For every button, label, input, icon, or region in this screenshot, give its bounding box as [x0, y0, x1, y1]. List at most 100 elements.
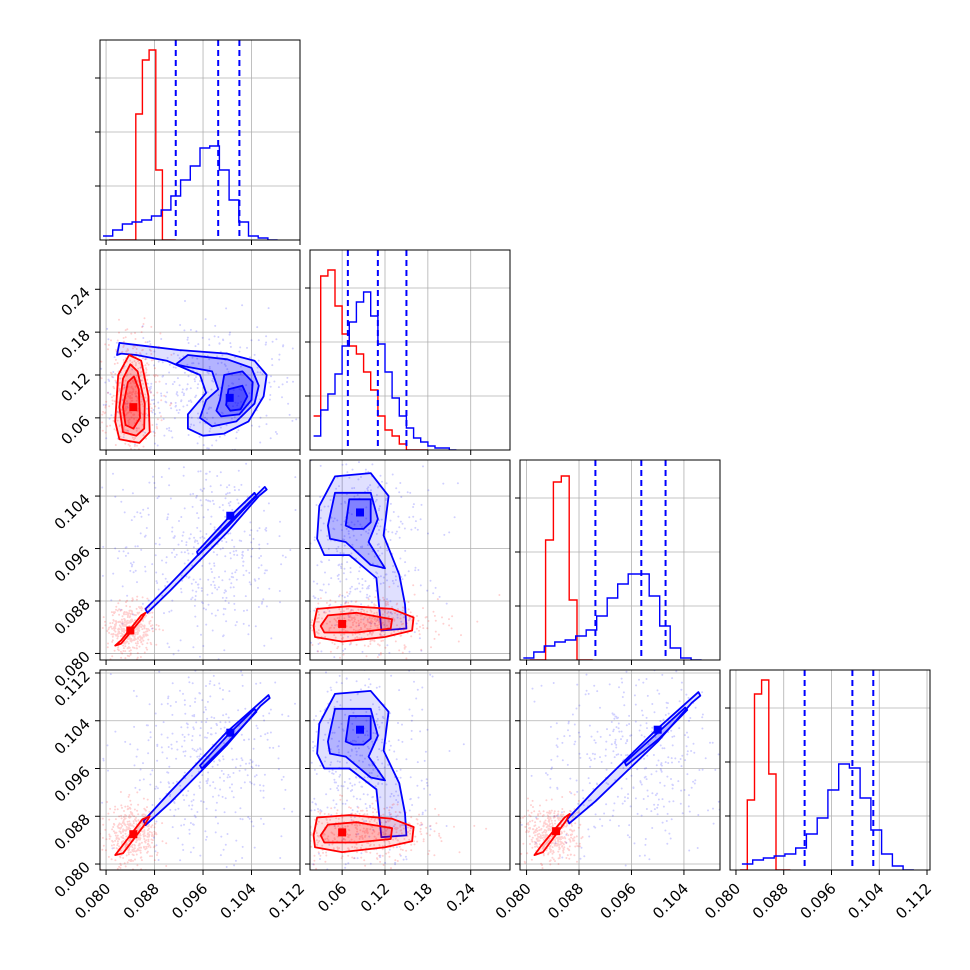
panel-p0-p2-red-point	[112, 619, 115, 621]
panel-p2-p3-blue-point	[634, 797, 637, 800]
panel-p0-p1-blue-point	[268, 398, 271, 401]
panel-p1-p3-blue-point	[351, 739, 354, 742]
panel-p0-p1-red-point	[119, 377, 122, 380]
panel-p1-p3-blue-point	[428, 825, 431, 828]
panel-p0-p3-red-point	[106, 801, 109, 803]
panel-p0-p2-blue-point	[194, 598, 197, 601]
panel-p2-p3-blue-point	[679, 758, 682, 760]
panel-p0-p2-blue-point	[278, 590, 281, 592]
panel-p1-p3-red-point	[400, 829, 403, 832]
panel-p1-p3-blue-point	[341, 728, 344, 731]
panel-p1-p3-blue-point	[338, 740, 341, 743]
panel-p0-p1-red-point	[132, 347, 134, 350]
panel-p0-p1-blue-point	[257, 339, 260, 342]
panel-p1-p2-blue-point	[408, 650, 411, 653]
panel-p1-p2-red-point	[304, 603, 306, 605]
panel-p0-p2-blue-point	[118, 550, 121, 553]
panel-p0-p2-blue-point	[223, 537, 226, 540]
panel-p0-p1-red-point	[137, 454, 139, 456]
panel-p1-p3-blue-point	[338, 751, 340, 754]
panel-p0-p3-blue-point	[167, 697, 170, 700]
panel-p1-p3-blue-point	[355, 776, 357, 779]
panel-p1-p3-blue-point	[344, 713, 347, 716]
panel-p0-p1-red-point	[151, 424, 154, 426]
panel-p0-p3-red-point	[119, 827, 122, 830]
panel-p2-p3-blue-point	[630, 734, 633, 737]
panel-p0-p2-red-point	[122, 624, 125, 627]
panel-p0-p3-blue-point	[277, 745, 280, 748]
panel-p0-p2-red-point	[140, 626, 143, 628]
panel-p1-p2-blue-point	[335, 547, 338, 550]
panel-p1-p2-blue-point	[365, 596, 368, 599]
panel-p2-p3-blue-point	[580, 846, 583, 849]
panel-p1-p3-red-point	[394, 859, 397, 862]
panel-p1-p2-blue-point	[360, 608, 363, 611]
panel-p1-p3-red-point	[335, 817, 338, 820]
panel-p0-p2-red-point	[118, 632, 121, 635]
panel-p0-p2-red-point	[135, 598, 138, 601]
panel-p1-p2-blue-point	[388, 651, 391, 654]
panel-p0-p3-blue-point	[251, 761, 254, 764]
panel-p0-p2-red-point	[154, 628, 157, 631]
panel-p1-p3-red-point	[380, 821, 383, 824]
panel-p0-p3-red-point	[147, 835, 150, 838]
panel-p1-p3-red-point	[383, 807, 386, 810]
panel-p1-p2-blue-point	[404, 574, 406, 577]
panel-p1-p3-red-point	[399, 824, 402, 827]
panel-p0-p3-red-point	[121, 840, 123, 843]
panel-p1-p3-blue-point	[328, 843, 331, 846]
panel-p0-p1-blue-point	[258, 425, 261, 428]
panel-p0-p2-blue-point	[223, 649, 226, 652]
panel-p0-p1-blue-point	[165, 382, 168, 385]
panel-p0-p2-blue-point	[165, 561, 168, 564]
panel-p0-p3-blue-point	[226, 776, 229, 779]
panel-p0-p3-red-point	[141, 830, 144, 833]
panel-p1-p3-red-point	[285, 831, 287, 833]
panel-p0-p3-red-point	[130, 803, 133, 806]
panel-p2-p3-blue-point	[625, 670, 628, 673]
panel-p1-p3-red-point	[366, 831, 369, 834]
panel-p2-p3-red-point	[557, 813, 560, 816]
panel-p0-p1-red-point	[117, 410, 119, 413]
panel-p1-p3-blue-point	[410, 738, 413, 741]
panel-p1-p3-blue-point	[363, 776, 366, 779]
panel-p0-p3-blue-point	[155, 820, 158, 823]
panel-p1-p2-red-point	[349, 641, 352, 644]
panel-p1-p3-red-point	[416, 840, 419, 843]
panel-p1-p3-red-density-1	[320, 822, 393, 843]
panel-p0-p1-blue-point	[115, 341, 118, 344]
panel-p0-p1-red-point	[130, 447, 132, 450]
panel-p1-p2-blue-point	[324, 591, 327, 594]
panel-p1-p3-red-point	[337, 825, 340, 828]
panel-p2-p3-blue-point	[671, 783, 674, 786]
panel-p0-p2-red-point	[143, 651, 146, 654]
panel-p1-p2-blue-point	[342, 538, 344, 541]
hist-p1	[305, 250, 510, 450]
panel-p1-p2-red-point	[316, 620, 319, 623]
panel-p2-p3-red-point	[536, 839, 539, 842]
panel-p1-p2-blue-point	[304, 572, 306, 574]
panel-p0-p2-red-point	[122, 624, 125, 627]
panel-p0-p3-blue-point	[199, 734, 201, 737]
panel-p1-p3-red-point	[364, 835, 366, 838]
panel-p0-p2-blue-point	[243, 530, 246, 533]
panel-p1-p2-blue-point	[362, 618, 365, 621]
panel-p0-p1-blue-point	[196, 387, 199, 389]
panel-p0-p3-yticklabel-1: 0.088	[51, 810, 94, 853]
panel-p1-p2-red-point	[358, 629, 361, 631]
panel-p2-p3-red-point	[543, 822, 546, 825]
panel-p1-p2-blue-point	[350, 513, 353, 516]
panel-p1-p2-red-point	[317, 617, 320, 619]
panel-p0-p3-blue-point	[186, 726, 189, 729]
panel-p0-p2-blue-point	[178, 446, 180, 448]
panel-p0-p3-blue-point	[212, 674, 215, 677]
panel-p2-p3-blue-point	[636, 768, 639, 771]
panel-p0-p2-red-point	[131, 620, 134, 623]
panel-p2-p3-red-point	[548, 860, 551, 863]
panel-p1-p3-blue-point	[289, 709, 291, 711]
panel-p1-p2-red-point	[450, 627, 453, 630]
panel-p0-p3-red-point	[111, 828, 114, 831]
panel-p0-p3-red-point	[136, 873, 138, 875]
panel-p1-p2-blue-point	[345, 527, 348, 530]
panel-p1-p2-red-point	[375, 618, 378, 621]
